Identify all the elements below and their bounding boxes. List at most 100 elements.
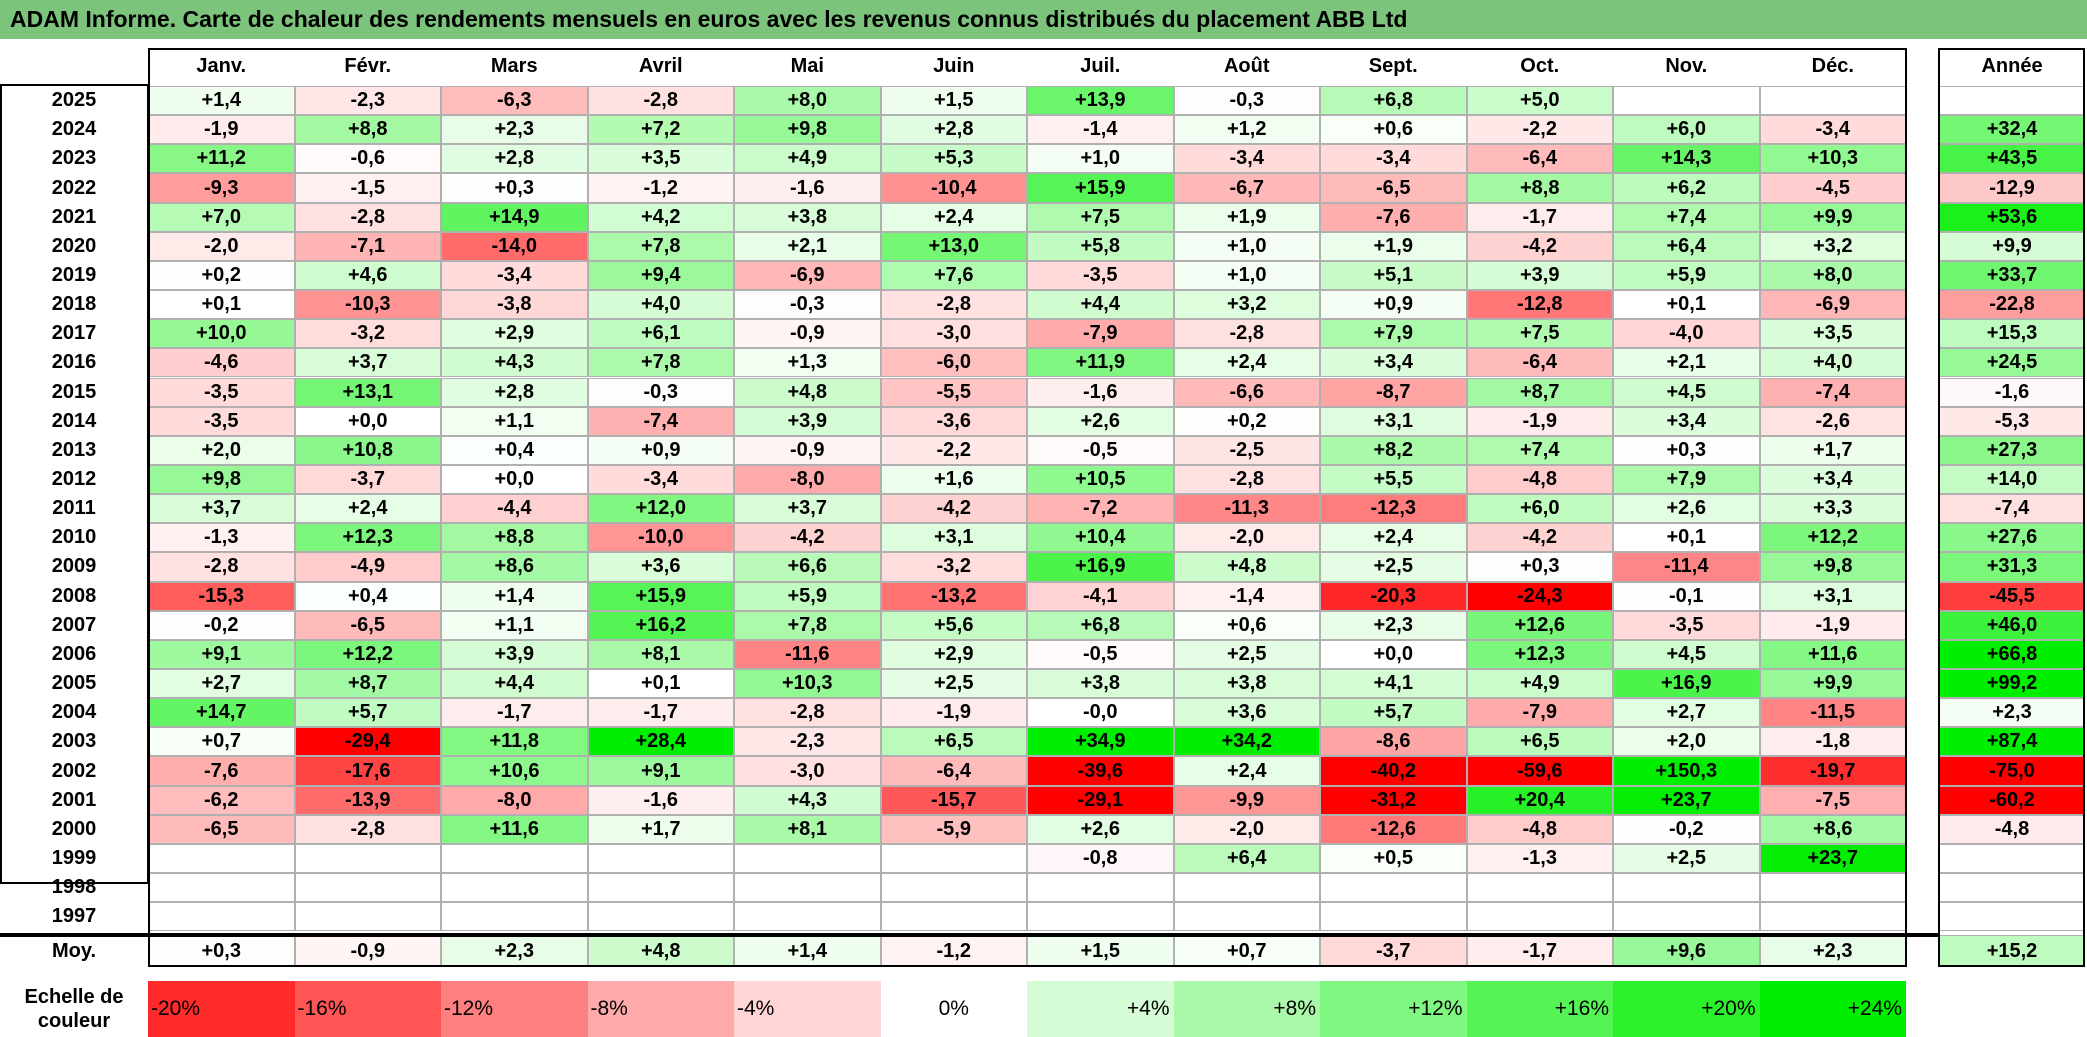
average-label: Moy.	[51, 939, 97, 962]
heatmap-cell: +8,0	[1759, 260, 1906, 291]
heatmap-cell: +7,2	[587, 115, 734, 145]
heatmap-cell: -8,0	[734, 464, 881, 495]
heatmap-cell: +0,4	[294, 581, 441, 611]
row-year-label: 2025	[51, 89, 97, 112]
heatmap-cell: +8,6	[441, 552, 588, 582]
heatmap-cell: -0,1	[1613, 581, 1760, 611]
heatmap-cell: -1,6	[734, 173, 881, 203]
heatmap-cell: -15,7	[880, 785, 1027, 815]
heatmap-cell: +11,9	[1027, 348, 1174, 378]
heatmap-cell: +8,1	[734, 814, 881, 844]
heatmap-cell: +5,7	[1320, 698, 1467, 728]
heatmap-cell: +3,7	[294, 348, 441, 378]
heatmap-cell	[734, 843, 881, 874]
heatmap-cell: -1,9	[1759, 610, 1906, 640]
heatmap-cell	[1173, 873, 1320, 903]
heatmap-cell	[1613, 902, 1760, 932]
heatmap-cell: +4,1	[1320, 669, 1467, 699]
annual-cell	[1939, 86, 2085, 116]
heatmap-cell: +0,5	[1320, 843, 1467, 874]
annual-cell: +87,4	[1939, 727, 2085, 757]
heatmap-cell: -4,1	[1027, 581, 1174, 611]
heatmap-cell: +13,9	[1027, 86, 1174, 116]
heatmap-cell: +8,1	[587, 639, 734, 669]
heatmap-cell: +34,2	[1173, 727, 1320, 757]
heatmap-cell: +3,1	[1320, 406, 1467, 436]
heatmap-cell: +2,1	[1613, 348, 1760, 378]
heatmap-cell: -1,5	[294, 173, 441, 203]
heatmap-cell: -3,4	[587, 464, 734, 495]
heatmap-cell: -6,6	[1173, 377, 1320, 407]
heatmap-cell: -1,7	[587, 698, 734, 728]
row-year-label: 2017	[51, 322, 97, 345]
heatmap-cell: +3,9	[441, 639, 588, 669]
heatmap-cell: -0,5	[1027, 435, 1174, 465]
month-header: Mai	[790, 54, 824, 77]
heatmap-cell: -2,0	[1173, 523, 1320, 553]
heatmap-cell: +10,3	[1759, 144, 1906, 174]
heatmap-cell: -8,6	[1320, 727, 1467, 757]
heatmap-cell: -3,8	[441, 290, 588, 320]
heatmap-cell: -2,8	[880, 290, 1027, 320]
heatmap-cell: +8,0	[734, 86, 881, 116]
legend-swatch: +24%	[1759, 981, 1906, 1037]
heatmap-cell	[1320, 873, 1467, 903]
heatmap-cell: +9,9	[1759, 202, 1906, 232]
heatmap-cell: +3,4	[1320, 348, 1467, 378]
heatmap-cell: +7,6	[880, 260, 1027, 291]
heatmap-cell: +4,5	[1613, 639, 1760, 669]
heatmap-cell: -19,7	[1759, 756, 1906, 786]
heatmap-cell: +12,2	[294, 639, 441, 669]
heatmap-cell: -6,3	[441, 86, 588, 116]
annual-cell: -7,4	[1939, 494, 2085, 524]
annual-cell: -12,9	[1939, 173, 2085, 203]
heatmap-cell: -2,8	[148, 552, 295, 582]
heatmap-cell: -59,6	[1466, 756, 1613, 786]
heatmap-cell: +6,8	[1320, 86, 1467, 116]
heatmap-cell: -0,9	[734, 319, 881, 349]
heatmap-cell: -11,5	[1759, 698, 1906, 728]
heatmap-cell: +8,8	[441, 523, 588, 553]
heatmap-cell: +7,8	[587, 348, 734, 378]
heatmap-cell: +16,9	[1027, 552, 1174, 582]
heatmap-cell	[294, 873, 441, 903]
heatmap-cell: -2,0	[1173, 814, 1320, 844]
heatmap-cell: +0,6	[1320, 115, 1467, 145]
month-header: Août	[1223, 54, 1270, 77]
row-year-label: 2016	[51, 351, 97, 374]
heatmap-cell: +3,8	[1173, 669, 1320, 699]
heatmap-cell: +3,5	[587, 144, 734, 174]
heatmap-cell: -14,0	[441, 231, 588, 261]
legend-swatch: -20%	[148, 981, 295, 1037]
heatmap-cell: -39,6	[1027, 756, 1174, 786]
heatmap-cell: -4,9	[294, 552, 441, 582]
heatmap-cell: -2,8	[1173, 464, 1320, 495]
heatmap-cell: +5,1	[1320, 260, 1467, 291]
heatmap-cell: -7,5	[1759, 785, 1906, 815]
heatmap-cell: +2,5	[1320, 552, 1467, 582]
heatmap-cell: -11,3	[1173, 494, 1320, 524]
heatmap-cell	[587, 902, 734, 932]
heatmap-cell: +8,7	[1466, 377, 1613, 407]
heatmap-cell: -0,9	[734, 435, 881, 465]
heatmap-cell: +2,3	[1320, 610, 1467, 640]
heatmap-cell: +2,6	[1027, 814, 1174, 844]
annual-cell: -75,0	[1939, 756, 2085, 786]
heatmap-cell: +6,5	[880, 727, 1027, 757]
heatmap-cell: +7,4	[1466, 435, 1613, 465]
heatmap-cell: -3,5	[1027, 260, 1174, 291]
heatmap-cell: -3,5	[148, 406, 295, 436]
heatmap-cell: -5,5	[880, 377, 1027, 407]
heatmap-cell: +3,9	[1466, 260, 1613, 291]
annual-cell: +46,0	[1939, 610, 2085, 640]
heatmap-cell: +11,8	[441, 727, 588, 757]
heatmap-cell: +5,9	[1613, 260, 1760, 291]
heatmap-cell: -1,9	[148, 115, 295, 145]
heatmap-cell: +6,1	[587, 319, 734, 349]
heatmap-cell: -12,6	[1320, 814, 1467, 844]
annual-cell: +27,6	[1939, 523, 2085, 553]
heatmap-cell: +1,7	[1759, 435, 1906, 465]
heatmap-cell: +5,6	[880, 610, 1027, 640]
heatmap-cell: -1,4	[1027, 115, 1174, 145]
heatmap-cell: +1,3	[734, 348, 881, 378]
